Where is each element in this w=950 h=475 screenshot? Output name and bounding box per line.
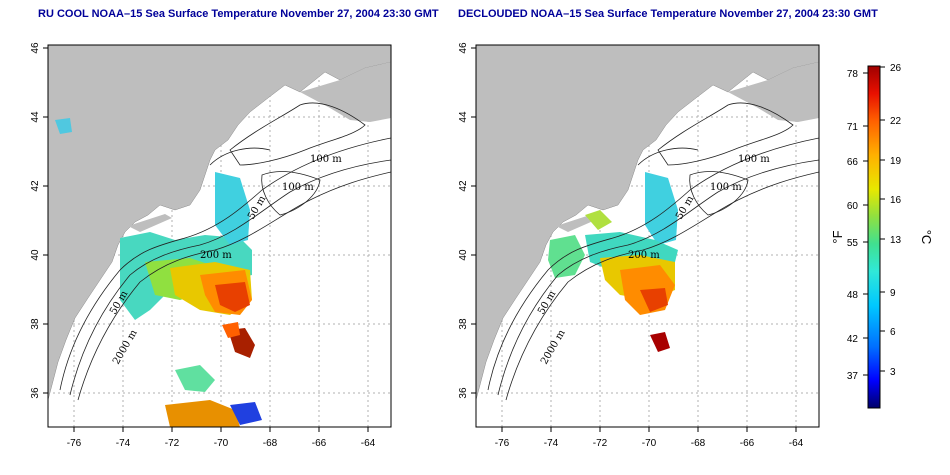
celsius-tick: 6 [890, 327, 896, 338]
lat-tick-label: 42 [30, 180, 41, 192]
lon-tick-label: -70 [642, 438, 657, 449]
lat-tick-label: 38 [30, 318, 41, 330]
right-panel-title: DECLOUDED NOAA–15 Sea Surface Temperatur… [458, 8, 878, 20]
lat-tick-label: 46 [30, 42, 41, 54]
lon-tick-label: -72 [165, 438, 180, 449]
lon-tick-label: -74 [116, 438, 131, 449]
fahrenheit-tick: 66 [847, 157, 859, 168]
nova-scotia-coast [728, 62, 819, 122]
colorbar-gradient [867, 65, 881, 409]
fahrenheit-tick: 71 [847, 122, 859, 133]
lon-tick-label: -66 [312, 438, 327, 449]
fahrenheit-tick: 42 [847, 334, 859, 345]
lon-tick-label: -76 [67, 438, 82, 449]
celsius-tick: 9 [890, 288, 896, 299]
contour-label: 100 m [282, 182, 314, 193]
land-mass [48, 45, 391, 401]
nova-scotia-coast [300, 62, 391, 122]
depth-contours [487, 102, 819, 401]
contour-label: 100 m [310, 154, 342, 165]
long-island [128, 214, 172, 232]
lon-tick-label: -72 [593, 438, 608, 449]
right-map-panel: 100 m 100 m 50 m 200 m 50 m 2000 m -76 -… [458, 42, 820, 449]
contour-label: 200 m [200, 250, 232, 261]
axis-ticks [43, 47, 369, 432]
lat-tick-label: 36 [30, 387, 41, 399]
lon-tick-label: -66 [740, 438, 755, 449]
lon-tick-label: -76 [495, 438, 510, 449]
axis-ticks [471, 47, 797, 432]
sst-data-right [548, 172, 678, 352]
celsius-tick: 26 [890, 63, 902, 74]
left-map-panel: 100 m 100 m 50 m 200 m 50 m 2000 m -76 -… [30, 42, 392, 449]
celsius-tick: 22 [890, 116, 902, 127]
lat-tick-label: 36 [458, 387, 469, 399]
fahrenheit-tick: 55 [847, 238, 859, 249]
land-mass [476, 45, 819, 401]
lon-tick-label: -64 [789, 438, 804, 449]
lat-tick-label: 46 [458, 42, 469, 54]
lon-tick-label: -68 [691, 438, 706, 449]
celsius-tick: 13 [890, 235, 902, 246]
lat-tick-label: 42 [458, 180, 469, 192]
lat-tick-label: 44 [458, 111, 469, 123]
celsius-tick: 19 [890, 156, 902, 167]
lat-tick-label: 40 [30, 249, 41, 261]
lat-tick-label: 40 [458, 249, 469, 261]
fahrenheit-tick: 48 [847, 290, 859, 301]
fahrenheit-tick: 60 [847, 201, 859, 212]
fahrenheit-tick: 78 [847, 69, 859, 80]
depth-contours [59, 102, 391, 401]
contour-label: 200 m [628, 250, 660, 261]
fahrenheit-tick: 37 [847, 371, 859, 382]
lon-tick-label: -70 [214, 438, 229, 449]
lat-tick-label: 38 [458, 318, 469, 330]
map-frame [475, 44, 820, 428]
lon-tick-label: -68 [263, 438, 278, 449]
lon-tick-label: -64 [361, 438, 376, 449]
contour-label: 100 m [710, 182, 742, 193]
celsius-tick: 3 [890, 367, 896, 378]
temperature-colorbar: 78 71 66 60 55 48 42 37 26 22 19 16 13 9… [830, 63, 934, 409]
lat-tick-label: 44 [30, 111, 41, 123]
left-panel-title: RU COOL NOAA–15 Sea Surface Temperature … [38, 8, 439, 20]
lon-tick-label: -74 [544, 438, 559, 449]
map-frame [47, 44, 392, 428]
celsius-unit-label: °C [919, 230, 934, 245]
celsius-tick: 16 [890, 195, 902, 206]
sst-data-left [55, 118, 262, 427]
fahrenheit-unit-label: °F [830, 230, 845, 243]
contour-label: 100 m [738, 154, 770, 165]
